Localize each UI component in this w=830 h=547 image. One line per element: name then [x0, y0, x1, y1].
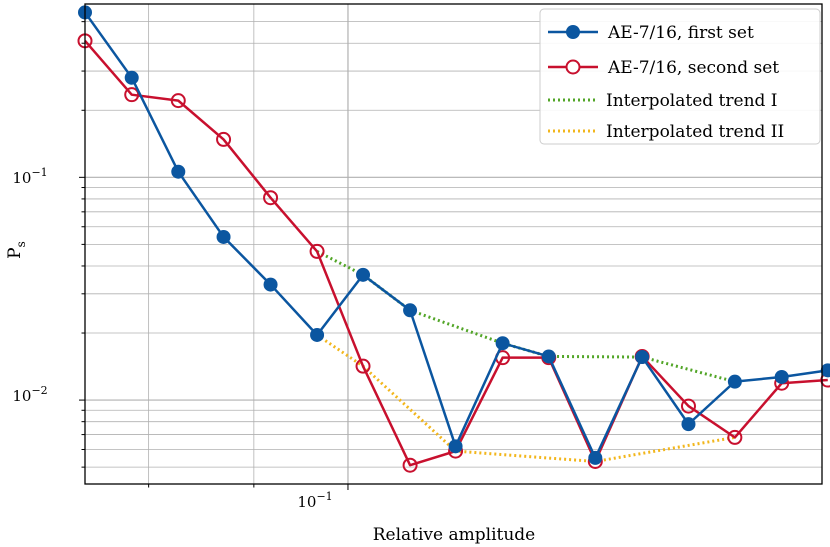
- legend-entry-4: Interpolated trend II: [548, 122, 784, 142]
- data-point-series-1: [448, 439, 463, 454]
- data-point-series-2: [309, 243, 325, 259]
- data-point-series-2: [402, 457, 418, 473]
- data-point-series-2: [170, 93, 186, 109]
- data-point-series-2: [263, 190, 279, 206]
- data-point-series-1: [171, 164, 186, 179]
- plot-frame: [84, 3, 823, 485]
- data-point-series-1: [310, 327, 325, 342]
- legend-entry-2: AE-7/16, second set: [548, 58, 779, 78]
- data-point-series-2: [124, 87, 140, 103]
- data-point-series-1: [124, 70, 139, 85]
- legend-label-1: AE-7/16, first set: [607, 23, 754, 43]
- data-point-series-1: [774, 369, 789, 384]
- x-axis-label: Relative amplitude: [373, 525, 536, 545]
- y-tick-label-2: 10−2: [12, 384, 47, 405]
- legend: AE-7/16, first set AE-7/16, second set I…: [539, 8, 821, 145]
- data-point-series-1: [681, 417, 696, 432]
- data-point-series-1: [635, 350, 650, 365]
- data-point-series-1: [588, 450, 603, 465]
- data-point-series-1: [495, 336, 510, 351]
- data-point-series-2: [355, 358, 371, 374]
- data-point-series-1: [263, 277, 278, 292]
- data-point-series-1: [541, 349, 556, 364]
- x-tick-label: 10−1: [297, 490, 332, 511]
- data-point-series-1: [727, 374, 742, 389]
- legend-entry-1: AE-7/16, first set: [548, 23, 754, 43]
- data-point-series-2: [680, 398, 696, 414]
- y-tick-label-1: 10−1: [12, 166, 47, 187]
- data-point-series-2: [216, 131, 232, 147]
- legend-label-4: Interpolated trend II: [606, 122, 784, 142]
- legend-box: [539, 8, 821, 145]
- legend-label-3: Interpolated trend I: [606, 91, 778, 111]
- data-point-series-1: [820, 363, 830, 378]
- data-point-series-1: [403, 303, 418, 318]
- legend-label-2: AE-7/16, second set: [607, 58, 779, 78]
- legend-entry-3: Interpolated trend I: [548, 91, 778, 111]
- y-axis-label: Ps: [5, 241, 28, 259]
- series-layer: [77, 5, 830, 473]
- data-point-series-1: [356, 267, 371, 282]
- legend-marker-2: [565, 59, 581, 75]
- data-point-series-2: [727, 429, 743, 445]
- data-point-series-1: [216, 229, 231, 244]
- legend-marker-1: [566, 25, 580, 39]
